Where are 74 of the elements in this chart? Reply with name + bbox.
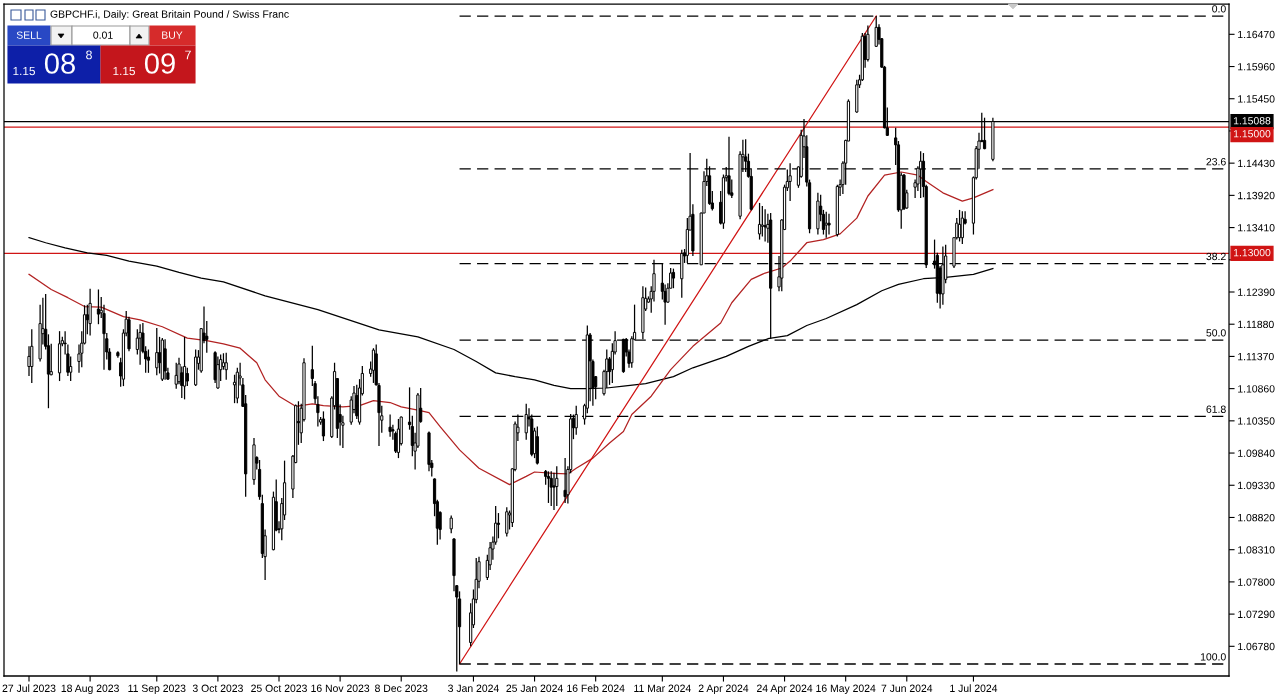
y-tick-label: 1.12390 bbox=[1238, 288, 1275, 296]
candlestick bbox=[49, 343, 53, 376]
candlestick bbox=[763, 208, 767, 243]
y-tick-label: 1.13410 bbox=[1238, 224, 1275, 232]
annotation: 38.2 bbox=[1206, 252, 1226, 261]
annotation: 100.0 bbox=[1200, 653, 1226, 661]
candlestick bbox=[185, 367, 189, 387]
x-tick-label: 11 Mar 2024 bbox=[634, 684, 691, 692]
candlestick bbox=[138, 323, 142, 366]
x-tick-label: 7 Jun 2024 bbox=[881, 684, 933, 692]
x-tick-label: 2 Apr 2024 bbox=[698, 684, 749, 695]
ref-line-label: 1.15088 bbox=[1233, 117, 1271, 125]
candlestick bbox=[174, 362, 178, 390]
x-tick-label: 11 Sep 2023 bbox=[128, 684, 186, 695]
x-tick-label: 3 Jan 2024 bbox=[448, 684, 499, 692]
candlestick bbox=[827, 213, 831, 236]
x-tick-label: 25 Jan 2024 bbox=[506, 684, 563, 692]
y-tick-label: 1.15960 bbox=[1238, 63, 1275, 71]
y-tick-label: 1.13920 bbox=[1238, 191, 1275, 200]
ref-line-label: 1.13000 bbox=[1233, 248, 1271, 257]
annotation: SELL bbox=[16, 31, 42, 39]
y-tick-label: 1.10350 bbox=[1238, 417, 1275, 425]
annotation: 08 bbox=[44, 53, 75, 74]
y-tick-label: 1.06780 bbox=[1238, 642, 1275, 651]
candlestick bbox=[563, 457, 567, 504]
y-tick-label: 1.10860 bbox=[1238, 385, 1275, 393]
y-tick-label: 1.16470 bbox=[1238, 30, 1275, 39]
annotation: 1.15 bbox=[113, 66, 135, 76]
x-tick-label: 18 Aug 2023 bbox=[61, 684, 119, 695]
ref-line-label: 1.15000 bbox=[1233, 130, 1271, 138]
y-tick-label: 1.14430 bbox=[1238, 159, 1275, 168]
candlestick bbox=[760, 205, 764, 238]
x-tick-label: 16 May 2024 bbox=[816, 684, 876, 695]
annotation: 23.6 bbox=[1206, 158, 1226, 166]
y-tick-label: 1.15450 bbox=[1238, 95, 1275, 103]
candlestick bbox=[155, 327, 159, 376]
y-tick-label: 1.07290 bbox=[1238, 610, 1275, 618]
x-tick-label: 3 Oct 2023 bbox=[192, 684, 243, 692]
x-tick-label: 27 Jul 2023 bbox=[2, 684, 56, 692]
y-tick-label: 1.11880 bbox=[1238, 320, 1274, 329]
y-tick-label: 1.09840 bbox=[1238, 449, 1275, 457]
x-tick-label: 8 Dec 2023 bbox=[375, 684, 428, 692]
y-tick-label: 1.07800 bbox=[1238, 578, 1275, 586]
annotation: 8 bbox=[86, 50, 92, 60]
y-tick-label: 1.08310 bbox=[1238, 546, 1275, 554]
candlestick bbox=[824, 211, 828, 239]
candlestick bbox=[232, 374, 237, 404]
candlestick bbox=[355, 384, 359, 420]
annotation: BUY bbox=[162, 31, 183, 39]
y-tick-label: 1.09330 bbox=[1238, 481, 1275, 490]
annotation: 1.15 bbox=[13, 66, 35, 76]
x-tick-label: 16 Nov 2023 bbox=[311, 684, 370, 692]
x-tick-label: 24 Apr 2024 bbox=[756, 684, 813, 695]
candlestick bbox=[30, 328, 34, 384]
candlestick bbox=[555, 465, 559, 507]
candlestick bbox=[757, 202, 762, 241]
annotation: 0.01 bbox=[93, 31, 113, 39]
annotation: 7 bbox=[185, 50, 191, 60]
annotation: 61.8 bbox=[1206, 405, 1226, 413]
annotation: 0.0 bbox=[1212, 5, 1226, 13]
candlestick bbox=[216, 355, 220, 390]
candlestick bbox=[549, 470, 553, 507]
text: GBPCHF.i, Daily: Great Britain Pound / Swiss Franc bbox=[50, 10, 289, 20]
candlestick bbox=[505, 506, 509, 538]
annotation: 09 bbox=[144, 53, 175, 74]
candlestick bbox=[496, 512, 501, 539]
y-tick-label: 1.08820 bbox=[1238, 513, 1275, 522]
x-tick-label: 16 Feb 2024 bbox=[567, 684, 625, 692]
candlestick bbox=[88, 288, 92, 337]
y-tick-label: 1.11370 bbox=[1238, 352, 1274, 361]
annotation: 50.0 bbox=[1206, 329, 1226, 337]
x-tick-label: 25 Oct 2023 bbox=[251, 684, 307, 692]
candlestick bbox=[388, 413, 392, 438]
x-tick-label: 1 Jul 2024 bbox=[950, 684, 998, 692]
